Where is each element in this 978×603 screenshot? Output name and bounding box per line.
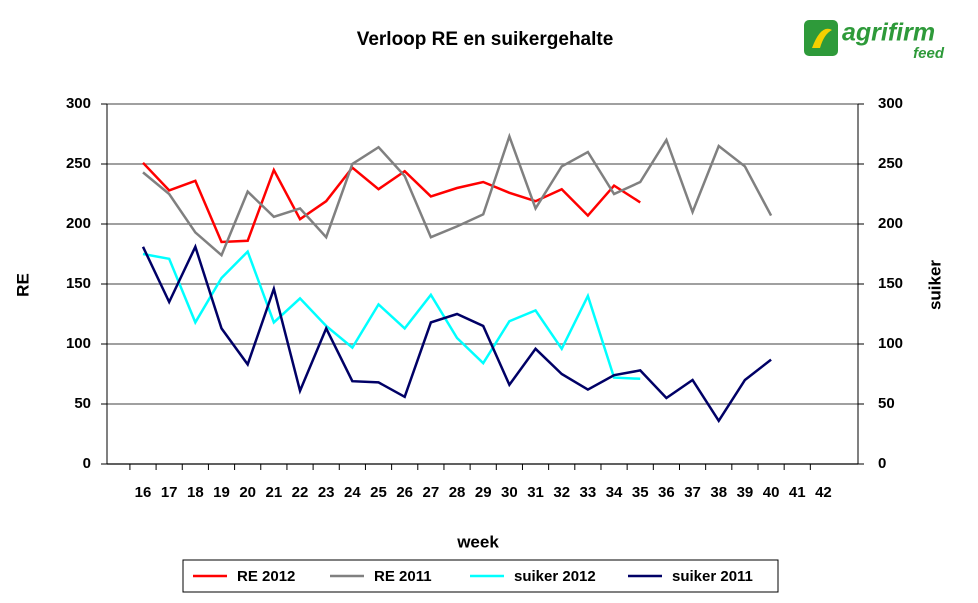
y2-tick-label: 200 <box>878 215 903 232</box>
legend-label: RE 2012 <box>237 568 295 585</box>
x-tick-label: 26 <box>396 484 413 501</box>
x-tick-label: 18 <box>187 484 204 501</box>
data-line <box>141 243 772 424</box>
x-tick-label: 17 <box>161 484 178 501</box>
x-tick-label: 20 <box>239 484 256 501</box>
y2-tick-label: 100 <box>878 335 903 352</box>
y2-tick-label: 300 <box>878 95 903 112</box>
x-tick-label: 25 <box>370 484 387 501</box>
x-tick-label: 38 <box>710 484 727 501</box>
logo-text: agrifirm <box>842 19 935 47</box>
y-tick-label: 150 <box>66 275 91 292</box>
y-tick-label: 50 <box>74 395 91 412</box>
x-tick-label: 35 <box>632 484 649 501</box>
data-line <box>142 132 773 258</box>
logo: agrifirm feed <box>804 19 945 62</box>
y2-tick-label: 0 <box>878 455 886 472</box>
x-tick-label: 34 <box>606 484 623 501</box>
data-line <box>142 161 641 244</box>
chart-title: Verloop RE en suikergehalte <box>357 29 614 50</box>
legend-label: suiker 2012 <box>514 568 596 585</box>
y-axis-label: RE <box>13 273 32 297</box>
x-tick-label: 24 <box>344 484 361 501</box>
x-tick-label: 30 <box>501 484 518 501</box>
x-tick-label: 37 <box>684 484 701 501</box>
x-tick-label: 31 <box>527 484 544 501</box>
x-tick-label: 29 <box>475 484 492 501</box>
y2-tick-label: 150 <box>878 275 903 292</box>
x-tick-label: 21 <box>266 484 283 501</box>
x-tick-label: 27 <box>423 484 440 501</box>
legend-label: RE 2011 <box>374 568 432 585</box>
x-tick-label: 32 <box>553 484 570 501</box>
legend-box <box>182 559 779 593</box>
logo-subtext: feed <box>913 45 945 62</box>
y2-tick-label: 250 <box>878 155 903 172</box>
data-line <box>142 249 641 381</box>
y-tick-label: 200 <box>66 215 91 232</box>
y-tick-label: 0 <box>83 455 91 472</box>
x-tick-label: 33 <box>580 484 597 501</box>
x-tick-label: 41 <box>789 484 806 501</box>
logo-leaf <box>812 28 832 48</box>
y-tick-label: 250 <box>66 155 91 172</box>
x-axis-label: week <box>456 532 499 551</box>
legend-label: suiker 2011 <box>672 568 753 585</box>
x-tick-label: 40 <box>763 484 780 501</box>
y-tick-label: 300 <box>66 95 91 112</box>
y2-axis-label: suiker <box>925 260 944 310</box>
x-tick-label: 23 <box>318 484 335 501</box>
x-tick-label: 16 <box>135 484 152 501</box>
x-tick-label: 28 <box>449 484 466 501</box>
x-tick-label: 36 <box>658 484 675 501</box>
x-tick-label: 42 <box>815 484 832 501</box>
x-tick-label: 39 <box>737 484 754 501</box>
x-tick-label: 22 <box>292 484 309 501</box>
x-tick-label: 19 <box>213 484 230 501</box>
y2-tick-label: 50 <box>878 395 895 412</box>
y-tick-label: 100 <box>66 335 91 352</box>
